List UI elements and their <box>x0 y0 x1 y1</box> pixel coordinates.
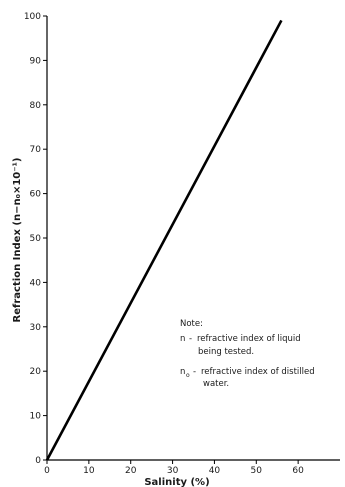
y-tick-label: 10 <box>30 412 42 422</box>
note-dash-1: - <box>189 334 192 344</box>
y-tick-label: 0 <box>35 456 41 466</box>
y-axis-ticks: 0 10 20 30 40 50 60 70 80 90 100 <box>24 12 47 466</box>
y-tick-label: 90 <box>30 56 42 66</box>
x-axis-title: Salinity (%) <box>144 477 209 487</box>
x-axis-ticks: 0 10 20 30 40 50 60 <box>44 460 304 476</box>
x-tick-label: 50 <box>251 466 263 476</box>
x-tick-label: 60 <box>292 466 304 476</box>
note-symbol-n0: n <box>180 367 185 377</box>
x-tick-label: 20 <box>125 466 137 476</box>
note-desc-n-line2: being tested. <box>198 347 254 357</box>
y-tick-label: 70 <box>30 145 42 155</box>
y-axis-title: Refraction Index (n−n₀×10⁻¹) <box>12 158 23 323</box>
y-tick-label: 20 <box>30 367 42 377</box>
series-line <box>45 19 283 461</box>
note-desc-n-line1: refractive index of liquid <box>197 334 301 344</box>
y-tick-label: 80 <box>30 101 42 111</box>
y-tick-label: 50 <box>30 234 42 244</box>
x-tick-label: 40 <box>209 466 221 476</box>
y-tick-label: 30 <box>30 323 42 333</box>
note-symbol-n0-subscript: o <box>186 372 190 379</box>
note-symbol-n: n <box>180 334 185 344</box>
x-tick-label: 0 <box>44 466 50 476</box>
note-dash-2: - <box>193 367 196 377</box>
x-tick-label: 30 <box>167 466 179 476</box>
note-desc-n0-line2: water. <box>203 379 229 389</box>
y-tick-label: 60 <box>30 190 42 200</box>
y-tick-label: 40 <box>30 278 42 288</box>
x-tick-label: 10 <box>83 466 95 476</box>
y-tick-label: 100 <box>24 12 41 22</box>
note-title: Note: <box>180 319 203 329</box>
note-annotation: Note: n - refractive index of liquid bei… <box>180 319 315 389</box>
note-desc-n0-line1: refractive index of distilled <box>201 367 315 377</box>
